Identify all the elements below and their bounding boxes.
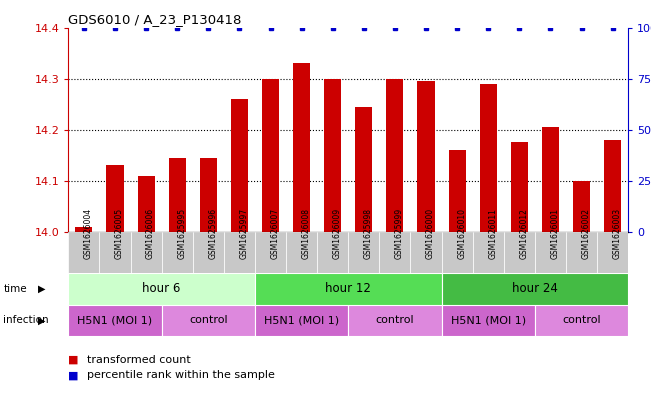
Bar <box>597 232 628 273</box>
Text: GSM1626009: GSM1626009 <box>333 208 342 259</box>
Bar <box>504 232 535 273</box>
Bar <box>480 84 497 232</box>
Bar <box>449 150 465 232</box>
Bar <box>542 127 559 232</box>
Bar <box>473 232 504 273</box>
Text: H5N1 (MOI 1): H5N1 (MOI 1) <box>77 315 152 325</box>
Text: ▶: ▶ <box>38 315 46 325</box>
Bar <box>417 81 435 232</box>
Bar <box>441 232 473 273</box>
Bar <box>231 99 248 232</box>
Text: GSM1626005: GSM1626005 <box>115 208 124 259</box>
Bar <box>200 158 217 232</box>
Bar <box>224 232 255 273</box>
Text: GSM1626007: GSM1626007 <box>271 208 279 259</box>
Text: GSM1626011: GSM1626011 <box>488 208 497 259</box>
Bar <box>324 79 341 232</box>
Text: GSM1626008: GSM1626008 <box>301 208 311 259</box>
Bar <box>107 165 124 232</box>
Text: hour 12: hour 12 <box>326 282 371 296</box>
Text: infection: infection <box>3 315 49 325</box>
Text: H5N1 (MOI 1): H5N1 (MOI 1) <box>264 315 339 325</box>
Bar <box>355 107 372 232</box>
Bar <box>68 232 100 273</box>
Bar <box>255 232 286 273</box>
Text: GSM1625995: GSM1625995 <box>177 208 186 259</box>
Bar <box>441 273 628 305</box>
Text: GSM1626010: GSM1626010 <box>457 208 466 259</box>
Text: ■: ■ <box>68 370 79 380</box>
Bar <box>169 158 186 232</box>
Bar <box>76 227 92 232</box>
Text: control: control <box>376 315 414 325</box>
Text: hour 24: hour 24 <box>512 282 558 296</box>
Bar <box>255 273 441 305</box>
Bar <box>193 232 224 273</box>
Text: GSM1625999: GSM1625999 <box>395 208 404 259</box>
Bar <box>100 232 131 273</box>
Text: GSM1626004: GSM1626004 <box>84 208 93 259</box>
Text: GDS6010 / A_23_P130418: GDS6010 / A_23_P130418 <box>68 13 242 26</box>
Bar <box>573 181 590 232</box>
Bar <box>348 305 441 336</box>
Bar <box>317 232 348 273</box>
Bar <box>293 63 310 232</box>
Bar <box>441 305 535 336</box>
Text: GSM1626002: GSM1626002 <box>581 208 590 259</box>
Text: time: time <box>3 284 27 294</box>
Bar <box>411 232 441 273</box>
Text: GSM1625997: GSM1625997 <box>240 208 249 259</box>
Text: control: control <box>189 315 228 325</box>
Bar <box>161 232 193 273</box>
Bar <box>535 232 566 273</box>
Bar <box>387 79 404 232</box>
Bar <box>262 79 279 232</box>
Bar <box>131 232 161 273</box>
Bar <box>137 176 155 232</box>
Text: ■: ■ <box>68 354 79 365</box>
Bar <box>286 232 317 273</box>
Text: GSM1626003: GSM1626003 <box>613 208 622 259</box>
Bar <box>68 273 255 305</box>
Bar <box>511 142 528 232</box>
Text: percentile rank within the sample: percentile rank within the sample <box>87 370 275 380</box>
Text: transformed count: transformed count <box>87 354 190 365</box>
Bar <box>255 305 348 336</box>
Text: GSM1625996: GSM1625996 <box>208 208 217 259</box>
Bar <box>348 232 380 273</box>
Text: GSM1626012: GSM1626012 <box>519 208 529 259</box>
Bar <box>535 305 628 336</box>
Text: GSM1626000: GSM1626000 <box>426 208 435 259</box>
Bar <box>380 232 411 273</box>
Bar <box>161 305 255 336</box>
Text: ▶: ▶ <box>38 284 46 294</box>
Text: control: control <box>562 315 601 325</box>
Text: hour 6: hour 6 <box>143 282 181 296</box>
Bar <box>604 140 621 232</box>
Text: GSM1626006: GSM1626006 <box>146 208 155 259</box>
Bar <box>566 232 597 273</box>
Bar <box>68 305 161 336</box>
Text: GSM1626001: GSM1626001 <box>551 208 559 259</box>
Text: H5N1 (MOI 1): H5N1 (MOI 1) <box>450 315 526 325</box>
Text: GSM1625998: GSM1625998 <box>364 208 373 259</box>
